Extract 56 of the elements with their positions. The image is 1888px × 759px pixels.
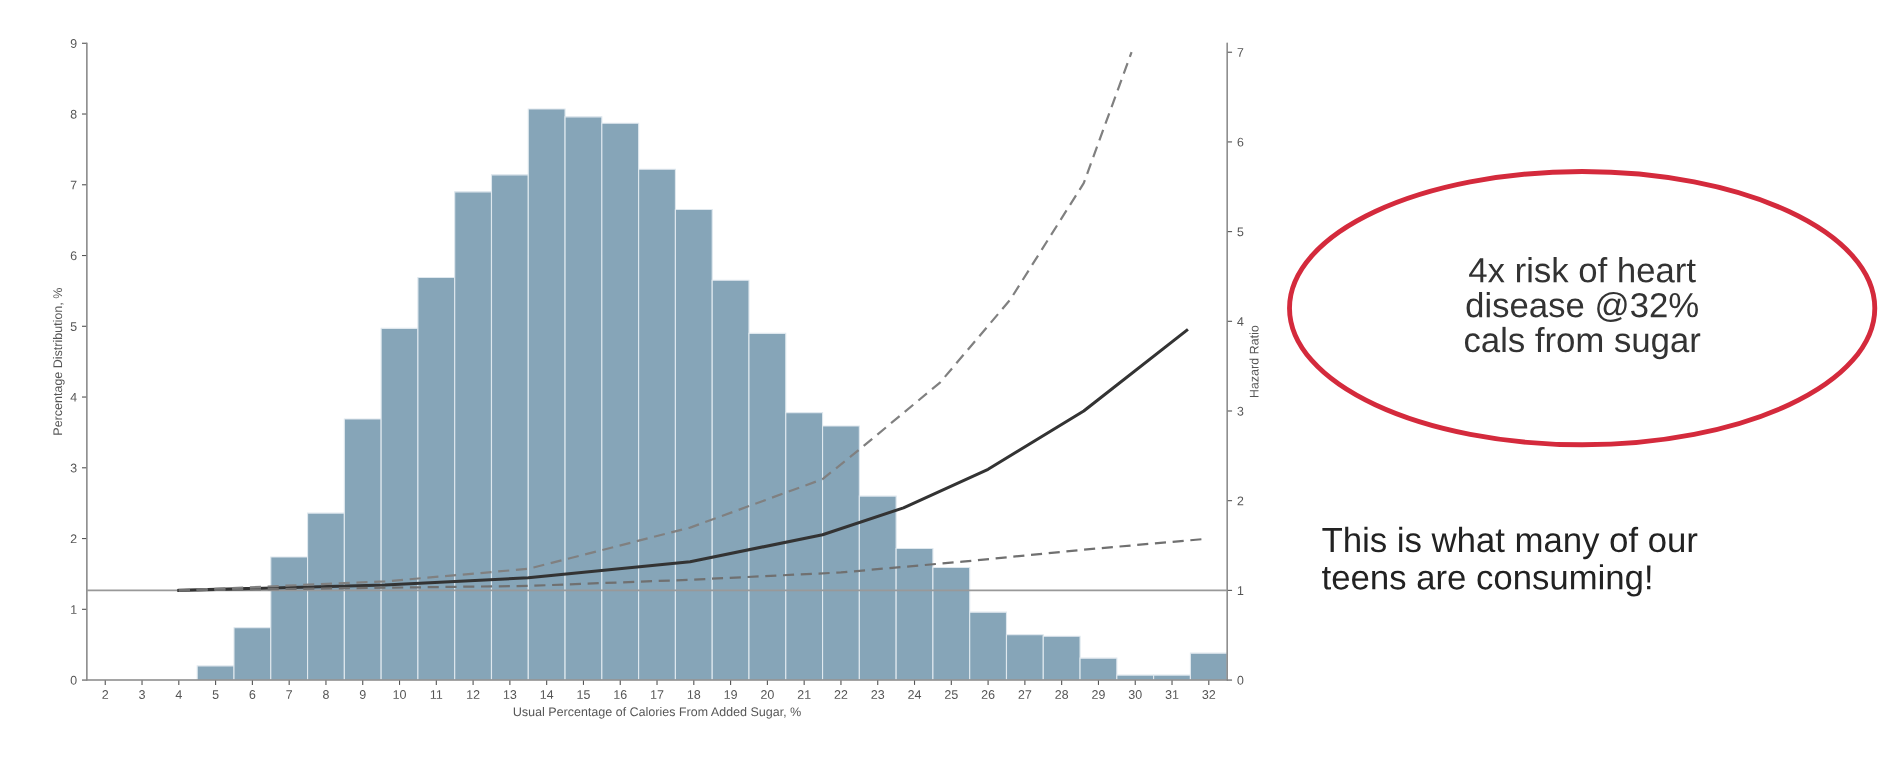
line-series [177,328,1189,592]
x-tick-label: 10 [393,690,406,699]
x-axis-title: Usual Percentage of Calories From Added Sugar, % [513,706,801,719]
y2-tick-label: 6 [1237,137,1244,147]
y-axis-title: Percentage Distribution, % [52,288,65,435]
y-tick-label: 4 [70,392,77,402]
y-tick-label: 9 [70,39,77,48]
x-tick-label: 16 [614,690,627,699]
x-tick-label: 26 [981,690,995,699]
x-tick-label: 23 [871,690,885,699]
x-tick-label: 29 [1092,690,1105,699]
y2-tick-label: 2 [1237,496,1244,506]
x-tick-label: 15 [577,690,590,699]
x-tick-label: 24 [908,690,922,699]
y-tick-label: 2 [70,534,77,544]
x-tick-label: 6 [249,690,256,699]
x-tick-label: 14 [540,690,554,699]
x-tick-label: 7 [286,690,293,699]
x-tick-label: 13 [503,690,517,699]
y2-tick-label: 1 [1237,586,1244,595]
y-tick-label: 3 [70,463,77,473]
x-tick-label: 17 [651,690,664,699]
x-tick-label: 8 [323,690,329,699]
y-tick-label: 6 [70,251,77,261]
text: This is what many of our teens are consuming! [1322,526,1698,597]
y2-tick-label: 3 [1237,406,1244,416]
y2-tick-label: 0 [1237,675,1244,685]
x-tick-label: 20 [761,690,774,699]
y-tick-label: 0 [70,675,77,685]
text: 4x risk of heart disease @32% cals from sugar [1464,257,1701,360]
x-tick-label: 30 [1128,690,1142,699]
y-tick-label: 7 [70,180,77,190]
line-series [177,538,1203,592]
y2-tick-label: 4 [1237,317,1244,326]
x-tick-label: 18 [687,690,701,699]
x-tick-label: 25 [944,690,958,699]
x-tick-label: 3 [139,690,145,699]
y2-tick-label: 7 [1237,48,1244,57]
x-tick-label: 21 [797,690,811,699]
y-tick-label: 5 [70,322,77,331]
y-tick-label: 1 [71,605,77,614]
x-tick-label: 5 [212,690,219,699]
x-tick-label: 31 [1165,690,1179,699]
x-tick-label: 22 [834,690,848,699]
x-tick-label: 28 [1055,690,1069,699]
x-tick-label: 2 [102,690,109,699]
x-tick-label: 32 [1202,690,1216,699]
x-tick-label: 19 [724,690,737,699]
x-tick-label: 11 [430,690,443,699]
x-tick-label: 4 [175,690,182,699]
y-tick-label: 8 [70,109,77,119]
x-tick-label: 12 [467,690,480,699]
y2-tick-label: 5 [1237,227,1244,237]
x-tick-label: 27 [1018,690,1032,699]
x-tick-label: 9 [359,690,366,699]
y2-axis-title: Hazard Ratio [1249,325,1259,398]
